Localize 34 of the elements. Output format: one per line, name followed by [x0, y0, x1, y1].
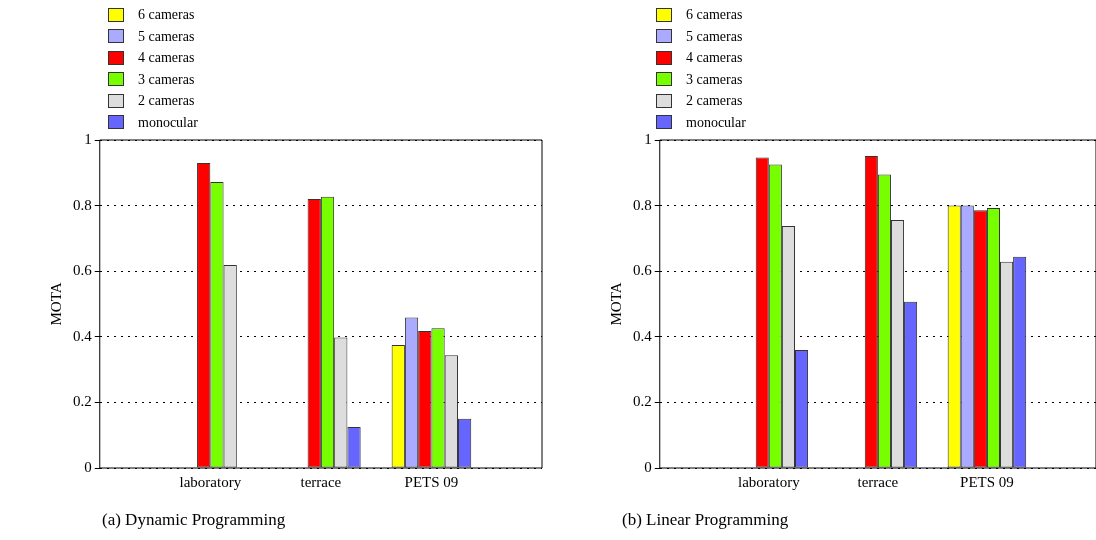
- y-tick-label: 0.4: [633, 327, 653, 344]
- y-tick-label: 1: [644, 130, 652, 147]
- text: (b) Linear Programming: [622, 510, 789, 530]
- legend-label: 2 cameras: [138, 92, 195, 110]
- legend-label: 5 cameras: [138, 27, 195, 46]
- y-tick-label: 0.2: [73, 393, 92, 410]
- text: (a) Dynamic Programming: [102, 510, 286, 530]
- y-tick-label: 0.4: [73, 327, 93, 344]
- legend-label: 3 cameras: [138, 70, 195, 89]
- x-tick-label: PETS 09: [404, 473, 459, 490]
- legend-label: monocular: [686, 113, 746, 132]
- y-tick-label: 0.8: [633, 196, 652, 213]
- legend-label: 6 cameras: [138, 6, 195, 24]
- y-tick-label: 0: [644, 458, 652, 475]
- y-tick-label: 0.8: [73, 196, 92, 213]
- legend-label: 3 cameras: [686, 70, 743, 89]
- legend-label: 4 cameras: [138, 49, 195, 67]
- y-tick-label: 0.2: [633, 393, 652, 410]
- x-tick-label: laboratory: [737, 473, 801, 490]
- x-tick-label: terrace: [857, 473, 899, 490]
- x-tick-label: laboratory: [179, 473, 242, 490]
- legend-label: 2 cameras: [686, 92, 743, 110]
- y-tick-label: 1: [84, 130, 92, 147]
- legend-label: 4 cameras: [686, 49, 743, 67]
- legend-label: monocular: [138, 113, 198, 132]
- legend-label: 5 cameras: [686, 27, 743, 46]
- y-axis-title: MOTA: [607, 282, 624, 326]
- y-tick-label: 0.6: [633, 262, 653, 279]
- legend-label: 6 cameras: [686, 6, 743, 24]
- y-axis-title: MOTA: [47, 282, 64, 326]
- y-tick-label: 0.6: [73, 262, 93, 279]
- y-tick-label: 0: [84, 458, 92, 475]
- x-tick-label: PETS 09: [960, 473, 1014, 490]
- x-tick-label: terrace: [300, 473, 342, 490]
